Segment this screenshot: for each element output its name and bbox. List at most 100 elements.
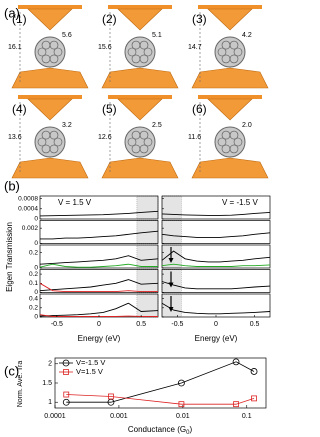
shaded-band bbox=[161, 220, 182, 244]
series-line bbox=[66, 361, 255, 403]
curve bbox=[161, 232, 271, 238]
fullerene-ring bbox=[233, 47, 243, 57]
plot-frame bbox=[161, 220, 271, 244]
fullerene-ring bbox=[139, 130, 149, 140]
x-axis-label-part: Conductance (G bbox=[128, 425, 186, 434]
electrode-tip bbox=[117, 98, 163, 121]
fullerene-ring bbox=[217, 137, 227, 147]
plot-frame bbox=[161, 244, 271, 269]
fullerene-ring bbox=[37, 47, 47, 57]
fullerene-ring bbox=[217, 47, 227, 57]
x-axis-label: Energy (eV) bbox=[78, 334, 121, 343]
curve bbox=[39, 263, 158, 268]
fullerene bbox=[124, 36, 156, 68]
fullerene-ring bbox=[49, 40, 59, 50]
shaded-band bbox=[161, 293, 182, 318]
curve bbox=[39, 255, 159, 265]
x-tick-label: -0.5 bbox=[171, 321, 183, 328]
legend-label: V=1.5 V bbox=[76, 367, 103, 376]
curve bbox=[161, 281, 271, 290]
marker bbox=[178, 379, 185, 387]
legend-marker bbox=[62, 359, 70, 367]
distance-label: 2.0 bbox=[242, 122, 252, 129]
panel-label: (a) bbox=[4, 5, 20, 20]
curve bbox=[39, 314, 158, 317]
electrode-bottom bbox=[191, 67, 269, 89]
marker bbox=[232, 358, 240, 366]
plot-frame bbox=[39, 195, 159, 220]
marker bbox=[251, 395, 257, 402]
fullerene-ring bbox=[233, 137, 243, 147]
fullerene bbox=[124, 126, 156, 158]
y-tick-label: 0 bbox=[34, 265, 38, 272]
electrode-bottom bbox=[11, 67, 89, 89]
electrode-top bbox=[108, 95, 172, 99]
x-tick-label: 0 bbox=[214, 321, 218, 328]
y-tick-label: 0 bbox=[34, 314, 38, 321]
fullerene-ring bbox=[127, 47, 137, 57]
y-tick-label: 2 bbox=[48, 361, 52, 368]
electrode-bottom bbox=[101, 67, 179, 89]
curve bbox=[161, 302, 271, 315]
arrow-head bbox=[168, 258, 174, 263]
y-tick-label: 0.2 bbox=[29, 305, 38, 312]
x-tick-label: 0.5 bbox=[250, 321, 260, 328]
x-axis-label-sub: 0 bbox=[186, 430, 190, 436]
x-axis-label: Conductance (G0) bbox=[128, 425, 193, 435]
plot-frame bbox=[39, 220, 159, 244]
fullerene-ring bbox=[229, 40, 239, 50]
curve bbox=[40, 230, 159, 240]
fullerene-ring bbox=[53, 47, 63, 57]
legend-label: V=-1.5 V bbox=[76, 358, 105, 367]
x-tick-label: 0 bbox=[97, 321, 101, 328]
fullerene-ring bbox=[143, 137, 153, 147]
y-tick-label: 0.1 bbox=[29, 280, 38, 287]
x-axis-label: Energy (eV) bbox=[195, 334, 238, 343]
distance-label: 5.6 bbox=[62, 32, 72, 39]
fullerene-ring bbox=[41, 144, 51, 154]
marker bbox=[233, 401, 239, 408]
y-tick-label: 0 bbox=[34, 216, 38, 223]
marker bbox=[108, 393, 114, 400]
x-tick-label: 0.0001 bbox=[44, 413, 66, 420]
y-tick-label: 1 bbox=[48, 399, 52, 406]
x-tick-label: 0.1 bbox=[242, 413, 252, 420]
fullerene-ring bbox=[229, 130, 239, 140]
fullerene bbox=[34, 36, 66, 68]
fullerene-ring bbox=[139, 40, 149, 50]
electrode-top bbox=[108, 5, 172, 9]
structure-label: (3) bbox=[192, 12, 207, 26]
panel-label: (b) bbox=[4, 178, 20, 193]
electrode-tip bbox=[27, 8, 73, 31]
electrode-bottom bbox=[11, 157, 89, 179]
fullerene-ring bbox=[131, 144, 141, 154]
fullerene-ring bbox=[127, 137, 137, 147]
fullerene-ring bbox=[221, 144, 231, 154]
distance-label: 4.2 bbox=[242, 32, 252, 39]
arrow-head bbox=[168, 307, 174, 312]
y-tick-label: 0.002 bbox=[22, 225, 39, 232]
legend-marker bbox=[63, 369, 69, 375]
fullerene bbox=[34, 126, 66, 158]
electrode-tip bbox=[27, 98, 73, 121]
shaded-band bbox=[161, 269, 182, 293]
figure: (a) (b) (c) Eigen Transmission Energy (e… bbox=[4, 5, 271, 436]
fullerene bbox=[214, 126, 246, 158]
y-tick-label: 0 bbox=[34, 240, 38, 247]
structure-label: (4) bbox=[12, 102, 27, 116]
curve bbox=[161, 263, 271, 267]
x-tick-label: 0.01 bbox=[176, 413, 190, 420]
fullerene-ring bbox=[221, 54, 231, 64]
electrode-bottom bbox=[101, 157, 179, 179]
fullerene-ring bbox=[41, 54, 51, 64]
y-tick-label: 0.0008 bbox=[18, 195, 38, 202]
electrode-top bbox=[198, 5, 262, 9]
y-tick-label: 0.2 bbox=[29, 271, 38, 278]
gap-label: 15.6 bbox=[98, 44, 112, 51]
distance-label: 5.1 bbox=[152, 32, 162, 39]
electrode-top bbox=[18, 95, 82, 99]
marker bbox=[250, 368, 258, 375]
electrode-tip bbox=[207, 8, 253, 31]
x-tick-label: 0.001 bbox=[110, 413, 128, 420]
annotation: V = 1.5 V bbox=[58, 198, 92, 207]
